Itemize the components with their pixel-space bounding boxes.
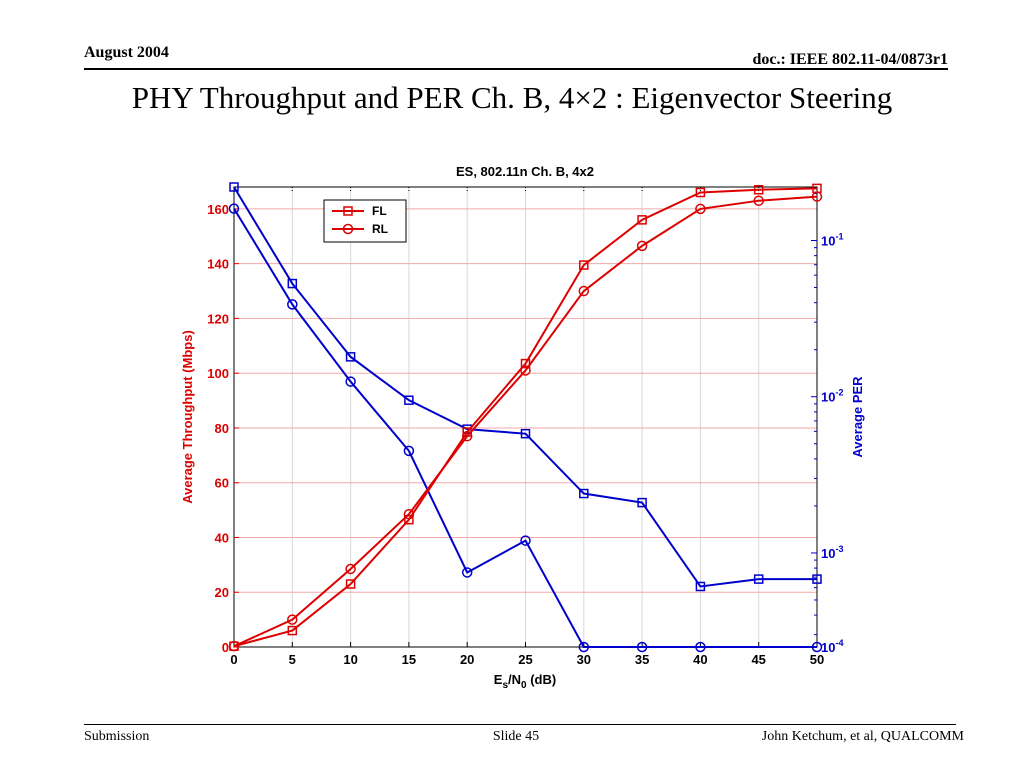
x-tick-label: 40: [693, 652, 707, 667]
throughput-point-fl: [695, 187, 706, 198]
throughput-point-fl: [579, 260, 589, 270]
per-point-rl: [345, 376, 356, 387]
per-point-rl: [228, 203, 240, 214]
per-point-rl: [578, 641, 590, 653]
x-tick-label: 50: [810, 652, 824, 667]
y-tick-label: 80: [215, 421, 229, 436]
per-point-fl: [695, 581, 706, 592]
per-point-rl: [461, 567, 473, 578]
per-point-rl: [695, 641, 706, 653]
x-axis-label-sub1: s: [502, 680, 508, 691]
throughput-point-rl: [520, 365, 531, 376]
throughput-point-rl: [287, 614, 298, 625]
y2-tick-label: 10-2: [821, 388, 843, 405]
y-tick-label: 100: [207, 366, 229, 381]
x-tick-label: 45: [751, 652, 765, 667]
per-line-rl: [233, 208, 817, 648]
footer-submission: Submission: [84, 729, 150, 744]
throughput-point-rl: [695, 203, 706, 215]
header-doc-id: doc.: IEEE 802.11-04/0873r1: [752, 51, 948, 68]
throughput-point-rl: [345, 563, 356, 575]
chart: 0 5 10 15 20 25 30 35 40 45 50 0 20 40 60 80 100 120 140 16…: [180, 164, 865, 691]
throughput-point-rl: [753, 195, 764, 206]
throughput-point-rl: [811, 191, 823, 202]
y-tick-label: 40: [215, 530, 229, 545]
header-divider: [84, 68, 948, 70]
x-tick-label: 0: [230, 652, 237, 667]
slide-title: PHY Throughput and PER Ch. B, 4×2 : Eige…: [131, 80, 893, 115]
x-axis-label: Es/N0 (dB): [494, 672, 556, 691]
throughput-point-fl: [287, 625, 298, 636]
x-tick-label: 5: [289, 652, 296, 667]
x-axis-label-mid: /N: [508, 672, 521, 687]
x-tick-label: 15: [402, 652, 416, 667]
x-axis-label-main: E: [494, 672, 503, 687]
per-point-fl: [812, 574, 822, 584]
x-axis-label-sub2: 0: [521, 680, 527, 691]
per-point-fl: [637, 497, 647, 508]
throughput-point-fl: [637, 215, 647, 225]
y-axis-label: Average Throughput (Mbps): [180, 330, 195, 504]
per-point-fl: [404, 395, 414, 405]
footer-slide-number: Slide 45: [492, 729, 540, 744]
per-point-rl: [287, 299, 298, 310]
per-point-fl: [753, 574, 764, 584]
legend-circle-marker: [342, 223, 354, 235]
legend-label-fl: FL: [372, 204, 387, 218]
per-line-fl: [233, 186, 817, 588]
y2-tick-label: 10-1: [821, 231, 843, 248]
y-tick-label: 0: [222, 640, 229, 655]
y2-tick-label: 10-3: [821, 544, 843, 561]
per-point-rl: [403, 445, 415, 457]
throughput-point-fl: [404, 514, 414, 525]
x-tick-label: 20: [460, 652, 474, 667]
per-point-rl: [636, 641, 648, 653]
throughput-point-fl: [753, 184, 764, 195]
legend-label-rl: RL: [372, 222, 388, 236]
x-tick-label: 35: [635, 652, 649, 667]
throughput-point-rl: [403, 508, 415, 520]
x-tick-label: 10: [343, 652, 357, 667]
legend-square-marker: [343, 206, 353, 216]
footer-divider: [84, 724, 956, 725]
footer-authors: John Ketchum, et al, QUALCOMM: [761, 729, 964, 744]
header-date: August 2004: [84, 44, 169, 61]
per-point-fl: [579, 488, 589, 499]
throughput-point-rl: [578, 285, 590, 297]
per-point-fl: [229, 182, 239, 192]
throughput-line-rl: [233, 195, 818, 648]
throughput-point-fl: [345, 579, 356, 589]
legend: FL RL: [323, 199, 407, 243]
throughput-point-rl: [461, 430, 473, 442]
throughput-point-rl: [228, 640, 240, 652]
per-point-rl: [811, 641, 823, 653]
legend-box: [323, 199, 407, 243]
y-tick-label: 140: [207, 257, 229, 272]
y2-tick-label: 10-4: [821, 638, 843, 655]
x-tick-label: 25: [518, 652, 532, 667]
per-point-fl: [345, 352, 356, 362]
y-tick-label: 20: [215, 585, 229, 600]
throughput-point-rl: [636, 240, 648, 252]
per-point-fl: [520, 428, 531, 439]
x-tick-label: 30: [577, 652, 591, 667]
y-tick-label: 60: [215, 476, 229, 491]
per-point-fl: [287, 278, 298, 289]
per-point-rl: [520, 535, 531, 546]
x-axis-label-tail: (dB): [527, 672, 557, 687]
y2-axis-label: Average PER: [850, 376, 865, 458]
y-tick-label: 160: [207, 202, 229, 217]
throughput-line-fl: [233, 187, 818, 648]
chart-title: ES, 802.11n Ch. B, 4x2: [456, 164, 594, 179]
y-tick-label: 120: [207, 311, 229, 326]
